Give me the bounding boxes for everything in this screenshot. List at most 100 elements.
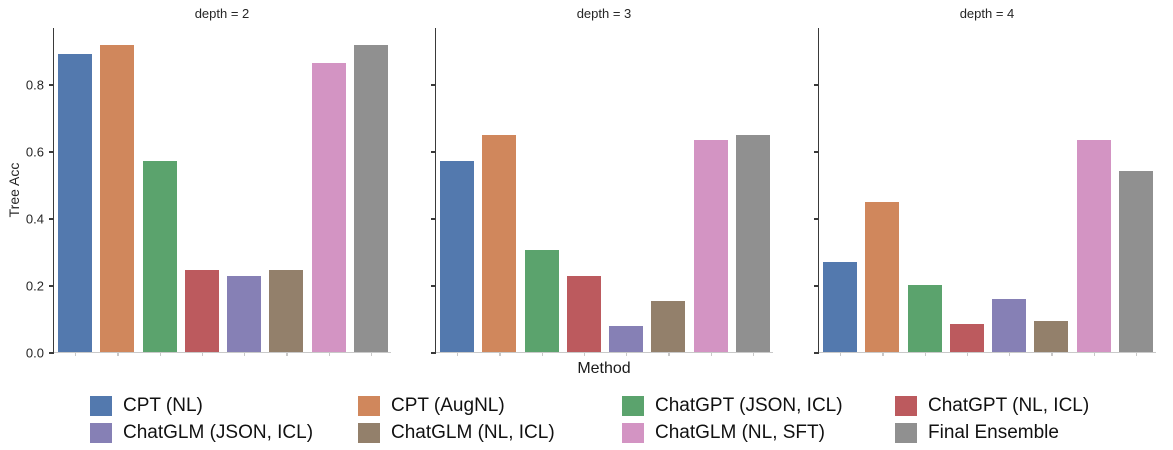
y-tick — [814, 151, 819, 153]
legend-label: ChatGPT (NL, ICL) — [928, 395, 1090, 416]
bar-chatglm-nl-icl — [1034, 320, 1069, 352]
legend-swatch — [358, 396, 380, 416]
x-tick — [286, 352, 288, 356]
y-tick-label: 0.4 — [25, 211, 44, 227]
legend-label: ChatGLM (NL, ICL) — [391, 422, 555, 443]
legend-swatch — [895, 423, 917, 443]
legend-label: ChatGLM (NL, SFT) — [655, 422, 825, 443]
bar-final-ensemble — [735, 134, 770, 352]
legend-swatch — [90, 423, 112, 443]
facet-depth-4: depth = 4 — [814, 0, 1156, 360]
x-tick — [840, 352, 842, 356]
y-tick — [431, 352, 436, 354]
x-tick — [457, 352, 459, 356]
x-tick — [1009, 352, 1011, 356]
bar-chatgpt-nl-icl — [184, 269, 219, 352]
x-tick — [710, 352, 712, 356]
legend-swatch — [358, 423, 380, 443]
y-tick — [49, 352, 54, 354]
x-tick — [75, 352, 77, 356]
y-tick-label: 0.8 — [25, 77, 44, 93]
bar-final-ensemble — [1118, 170, 1153, 352]
bar-chatgpt-nl-icl — [949, 323, 984, 352]
legend-label: ChatGPT (JSON, ICL) — [655, 395, 843, 416]
plot-area: 0.0 0.2 0.4 0.6 0.8 — [26, 28, 391, 361]
x-tick — [668, 352, 670, 356]
y-tick — [814, 84, 819, 86]
y-tick — [431, 84, 436, 86]
legend-item: ChatGPT (NL, ICL) — [895, 395, 1090, 416]
bar-chatglm-json-icl — [227, 275, 262, 352]
legend-swatch — [622, 423, 644, 443]
x-tick — [244, 352, 246, 356]
bar-cpt-nl — [58, 53, 93, 352]
legend-item: ChatGLM (JSON, ICL) — [90, 422, 314, 443]
y-tick — [49, 84, 54, 86]
y-tick-label: 0.6 — [25, 144, 44, 160]
bar-chatglm-json-icl — [992, 298, 1027, 352]
legend-item: CPT (AugNL) — [358, 395, 505, 416]
bar-cpt-augnl — [100, 45, 135, 352]
bar-chatgpt-nl-icl — [566, 275, 601, 352]
y-axis-label: Tree Acc — [6, 162, 22, 218]
legend-item: Final Ensemble — [895, 422, 1059, 443]
y-tick — [431, 285, 436, 287]
facet-depth-2: depth = 2 0.0 0.2 0.4 0.6 0.8 — [26, 0, 391, 361]
legend-label: CPT (AugNL) — [391, 395, 505, 416]
y-tick — [49, 151, 54, 153]
x-tick — [924, 352, 926, 356]
bar-chatglm-nl-icl — [269, 269, 304, 352]
legend-label: Final Ensemble — [928, 422, 1059, 443]
y-tick — [814, 285, 819, 287]
plot-area — [431, 28, 773, 356]
legend-swatch — [90, 396, 112, 416]
x-tick — [882, 352, 884, 356]
facet-depth-3: depth = 3 — [431, 0, 773, 360]
facet-title: depth = 2 — [194, 6, 250, 21]
y-tick — [431, 151, 436, 153]
x-tick — [583, 352, 586, 356]
y-tick — [814, 352, 819, 354]
x-tick — [1051, 352, 1053, 356]
x-tick — [1093, 352, 1095, 356]
y-tick — [49, 285, 54, 287]
x-tick — [159, 352, 161, 356]
x-tick — [1135, 352, 1138, 356]
legend-swatch — [622, 396, 644, 416]
y-tick — [814, 218, 819, 220]
y-tick — [431, 218, 436, 220]
bar-chatgpt-json-icl — [142, 161, 177, 352]
legend-item: ChatGPT (JSON, ICL) — [622, 395, 843, 416]
bar-chatglm-json-icl — [609, 325, 644, 352]
x-tick — [626, 352, 628, 356]
x-tick — [370, 352, 373, 356]
bar-final-ensemble — [353, 45, 388, 352]
legend-swatch — [895, 396, 917, 416]
bar-chatglm-nl-sft — [1076, 140, 1111, 352]
x-tick — [117, 352, 119, 356]
legend-item: ChatGLM (NL, ICL) — [358, 422, 555, 443]
facet-title: depth = 3 — [576, 6, 632, 21]
bar-chatgpt-json-icl — [524, 249, 559, 352]
x-tick — [966, 352, 969, 356]
y-tick-label: 0.0 — [25, 345, 44, 361]
plot-area — [814, 28, 1156, 356]
bar-chatglm-nl-sft — [693, 140, 728, 352]
x-tick — [752, 352, 755, 356]
bar-chatglm-nl-icl — [651, 301, 686, 352]
x-tick — [328, 352, 330, 356]
x-tick — [499, 352, 501, 356]
legend-label: CPT (NL) — [123, 395, 203, 416]
x-tick — [541, 352, 543, 356]
y-tick-label: 0.2 — [25, 278, 44, 294]
legend-label: ChatGLM (JSON, ICL) — [123, 422, 314, 443]
bar-cpt-augnl — [482, 134, 517, 352]
y-tick — [49, 218, 54, 220]
bar-cpt-nl — [440, 161, 475, 352]
legend-item: CPT (NL) — [90, 395, 203, 416]
x-axis-label: Method — [577, 360, 631, 377]
bar-cpt-augnl — [865, 201, 900, 352]
legend-item: ChatGLM (NL, SFT) — [622, 422, 825, 443]
bar-chatglm-nl-sft — [311, 62, 346, 352]
